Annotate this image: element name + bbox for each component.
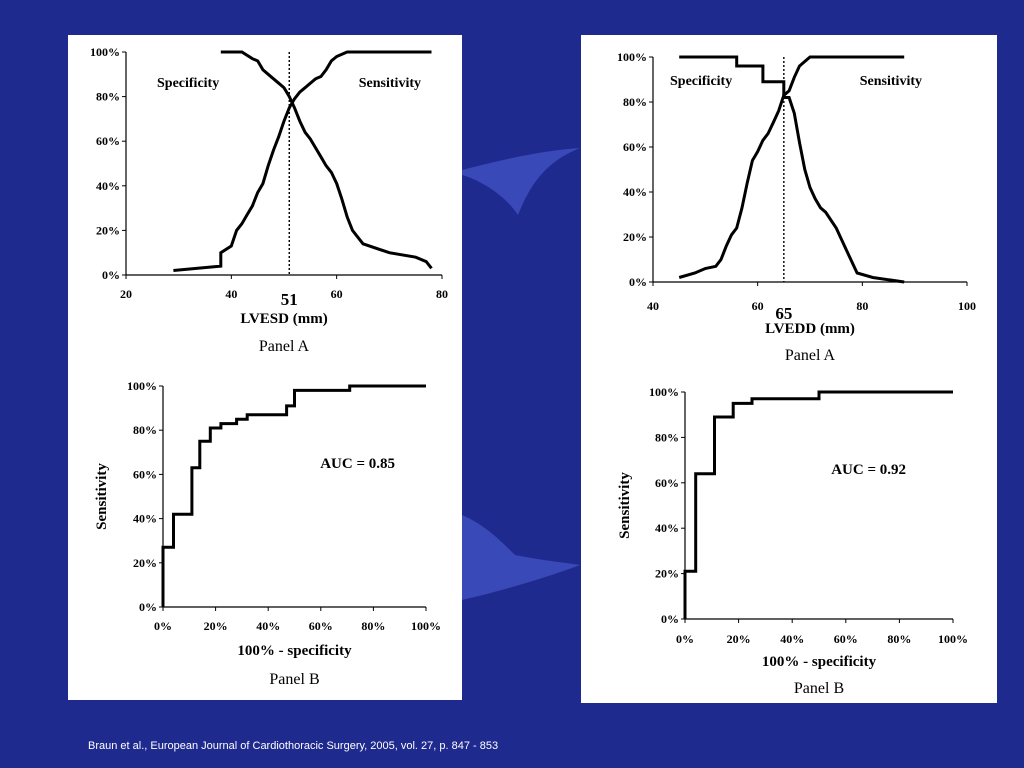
y-tick-label: 60% <box>623 140 647 154</box>
x-tick-label: 100% <box>411 619 441 633</box>
lvedd-specificity-sensitivity-chart: 0% 20% 40% 60% 80% 100% 40 60 80 100 65 Specificity… <box>617 50 976 364</box>
cutoff-label: 65 <box>775 304 792 323</box>
x-tick-label: 40 <box>225 287 237 301</box>
x-axis-label: 100% - specificity <box>237 643 352 659</box>
x-axis-label: LVESD (mm) <box>240 311 327 327</box>
y-tick-label: 100% <box>90 45 120 59</box>
y-tick-label: 100% <box>127 379 157 393</box>
cutoff-label: 51 <box>281 290 298 309</box>
specificity-annotation: Specificity <box>157 76 219 91</box>
y-tick-label: 60% <box>96 134 120 148</box>
y-tick-label: 20% <box>133 556 157 570</box>
x-tick-label: 40 <box>647 299 659 313</box>
y-tick-label: 20% <box>623 230 647 244</box>
y-tick-label: 80% <box>133 423 157 437</box>
lvesd-roc-chart: 0% 20% 40% 60% 80% 100% 0% 20% 40% 60% 80% 100% AUC … <box>94 379 441 688</box>
x-tick-label: 60% <box>309 619 333 633</box>
y-tick-label: 40% <box>655 521 679 535</box>
auc-annotation: AUC = 0.85 <box>320 456 395 472</box>
x-tick-label: 20 <box>120 287 132 301</box>
panel-label: Panel A <box>259 338 310 355</box>
x-tick-label: 0% <box>154 619 172 633</box>
lvesd-specificity-sensitivity-chart: 0% 20% 40% 60% 80% 100% 20 40 60 80 51 Specificity S… <box>90 45 448 355</box>
y-tick-label: 20% <box>96 223 120 237</box>
x-axis-label: 100% - specificity <box>762 654 877 670</box>
y-tick-label: 20% <box>655 567 679 581</box>
y-axis-label: Sensitivity <box>94 463 110 530</box>
panel-label: Panel B <box>794 680 844 697</box>
series-line-roc <box>683 390 953 619</box>
y-tick-label: 60% <box>133 467 157 481</box>
auc-annotation: AUC = 0.92 <box>831 462 906 478</box>
lvedd-roc-chart: 0% 20% 40% 60% 80% 100% 0% 20% 40% 60% 80% 100% AUC … <box>617 385 968 697</box>
specificity-annotation: Specificity <box>670 74 732 89</box>
lvedd-figure-panel: 0% 20% 40% 60% 80% 100% 40 60 80 100 65 Specificity… <box>581 35 997 703</box>
y-tick-label: 80% <box>655 430 679 444</box>
y-axis-label: Sensitivity <box>617 472 633 539</box>
y-tick-label: 40% <box>623 185 647 199</box>
x-tick-label: 40% <box>780 632 804 646</box>
x-tick-label: 100 <box>958 299 976 313</box>
x-tick-label: 20% <box>204 619 228 633</box>
x-tick-label: 100% <box>938 632 968 646</box>
panel-label: Panel B <box>269 671 319 688</box>
x-tick-label: 60 <box>752 299 764 313</box>
y-tick-label: 40% <box>96 179 120 193</box>
x-axis-label: LVEDD (mm) <box>765 321 855 337</box>
series-line-specificity <box>679 55 905 284</box>
panel-label: Panel A <box>785 347 836 364</box>
y-tick-label: 0% <box>139 600 157 614</box>
sensitivity-annotation: Sensitivity <box>860 74 922 89</box>
x-tick-label: 60% <box>834 632 858 646</box>
y-tick-label: 0% <box>102 268 120 282</box>
y-tick-label: 100% <box>649 385 679 399</box>
series-line-sensitivity <box>678 55 905 279</box>
series-line-sensitivity <box>173 50 432 272</box>
x-tick-label: 80% <box>887 632 911 646</box>
x-tick-label: 0% <box>676 632 694 646</box>
y-tick-label: 40% <box>133 512 157 526</box>
y-tick-label: 80% <box>623 95 647 109</box>
lvesd-figure-panel: 0% 20% 40% 60% 80% 100% 20 40 60 80 51 Specificity S… <box>68 35 462 700</box>
x-tick-label: 80% <box>361 619 385 633</box>
y-tick-label: 0% <box>661 612 679 626</box>
y-tick-label: 60% <box>655 476 679 490</box>
y-tick-label: 80% <box>96 90 120 104</box>
sensitivity-annotation: Sensitivity <box>359 76 421 91</box>
y-tick-label: 100% <box>617 50 647 64</box>
series-line-roc <box>161 384 426 607</box>
x-tick-label: 80 <box>436 287 448 301</box>
x-tick-label: 80 <box>856 299 868 313</box>
x-tick-label: 40% <box>256 619 280 633</box>
series-line-specificity <box>220 50 433 270</box>
x-tick-label: 20% <box>727 632 751 646</box>
citation-text: Braun et al., European Journal of Cardio… <box>88 740 499 752</box>
x-tick-label: 60 <box>331 287 343 301</box>
y-tick-label: 0% <box>629 275 647 289</box>
